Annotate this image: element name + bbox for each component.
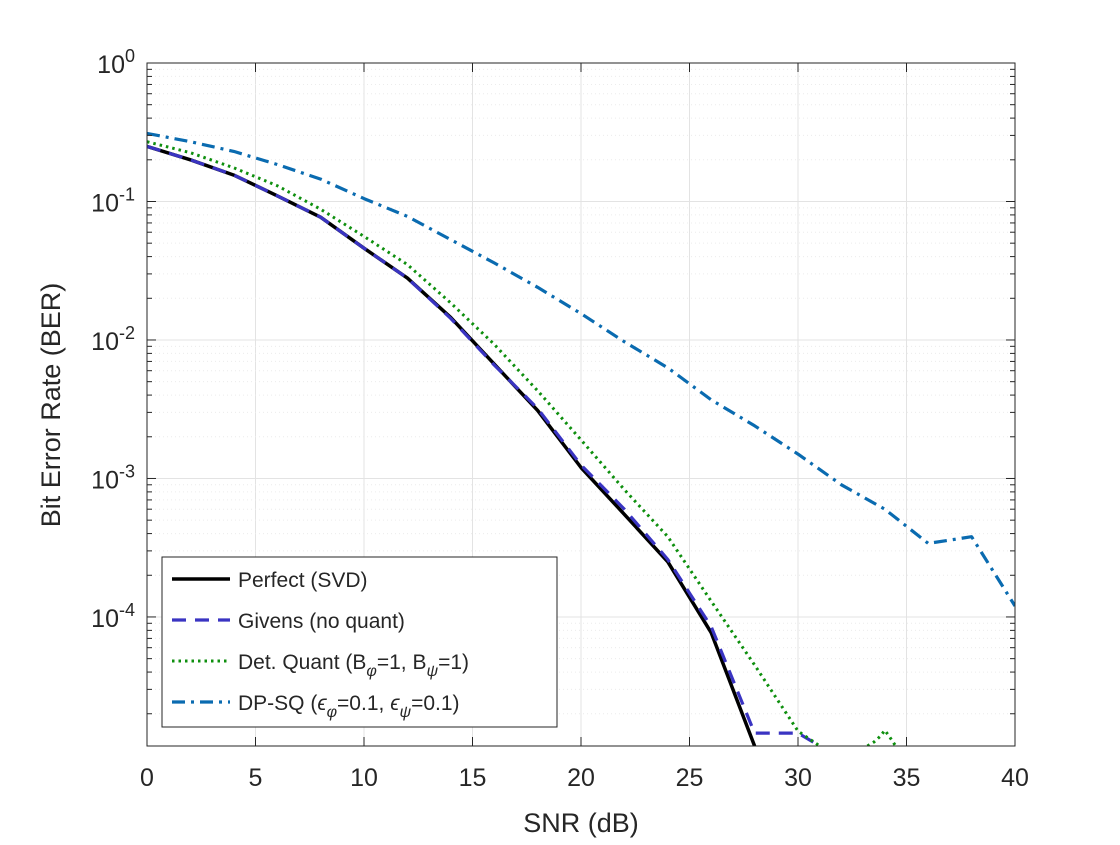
- x-tick-label: 5: [249, 764, 263, 792]
- y-tick-exponent: -2: [119, 323, 135, 343]
- legend-text-part: =1): [438, 651, 469, 674]
- y-tick-label: 10-1: [91, 184, 135, 217]
- x-tick-label: 10: [350, 764, 378, 792]
- legend-text-part: ψ: [426, 663, 438, 680]
- legend-entry-text: Det. Quant (Bφ=1, Bψ=1): [238, 651, 469, 680]
- y-tick-exponent: -1: [119, 184, 135, 204]
- series-line-4: [147, 131, 1015, 607]
- y-tick-label: 10-3: [91, 461, 135, 494]
- y-tick-label: 10-2: [91, 323, 135, 356]
- series-line-5: [866, 728, 897, 746]
- x-axis-label: SNR (dB): [523, 808, 639, 838]
- y-tick-exponent: -4: [119, 600, 135, 620]
- y-tick-base: 10: [91, 605, 119, 633]
- legend-text-part: Det. Quant (B: [238, 651, 366, 674]
- legend-entry-text: DP-SQ (ϵφ=0.1, ϵψ=0.1): [238, 692, 460, 721]
- x-tick-label: 20: [567, 764, 595, 792]
- y-tick-exponent: 0: [125, 46, 135, 66]
- series-line-2: [147, 144, 821, 746]
- y-tick-label: 10-4: [91, 600, 135, 633]
- legend-entry-text: Perfect (SVD): [238, 569, 368, 592]
- legend: Perfect (SVD) Givens (no quant) Det. Quant…: [161, 556, 558, 728]
- legend-text-part: Perfect (SVD): [238, 569, 368, 592]
- x-tick-label: 40: [1001, 764, 1029, 792]
- x-tick-label: 35: [893, 764, 921, 792]
- x-tick-label: 30: [784, 764, 812, 792]
- legend-text-part: ϵ: [390, 692, 400, 715]
- y-tick-base: 10: [91, 466, 119, 494]
- legend-text-part: ϵ: [317, 692, 327, 715]
- y-tick-label: 100: [97, 46, 135, 79]
- legend-text-part: ψ: [399, 704, 411, 721]
- legend-text-part: DP-SQ (: [238, 692, 317, 715]
- legend-text-part: φ: [327, 704, 337, 721]
- legend-text-part: Givens (no quant): [238, 610, 405, 633]
- legend-text-part: =0.1,: [337, 692, 390, 715]
- x-tick-label: 25: [676, 764, 704, 792]
- y-tick-exponent: -3: [119, 461, 135, 481]
- legend-text-part: =1, B: [377, 651, 427, 674]
- y-tick-base: 10: [97, 51, 125, 79]
- legend-text-part: =0.1): [411, 692, 459, 715]
- series-clip-group: [147, 131, 1015, 746]
- series-group: [147, 131, 1015, 746]
- legend-entry-text: Givens (no quant): [238, 610, 405, 633]
- x-tick-label: 15: [459, 764, 487, 792]
- legend-text-part: φ: [366, 663, 376, 680]
- y-tick-base: 10: [91, 328, 119, 356]
- y-axis-label: Bit Error Rate (BER): [36, 283, 66, 528]
- y-tick-base: 10: [91, 189, 119, 217]
- x-tick-label: 0: [140, 764, 154, 792]
- legend-box: [161, 556, 558, 728]
